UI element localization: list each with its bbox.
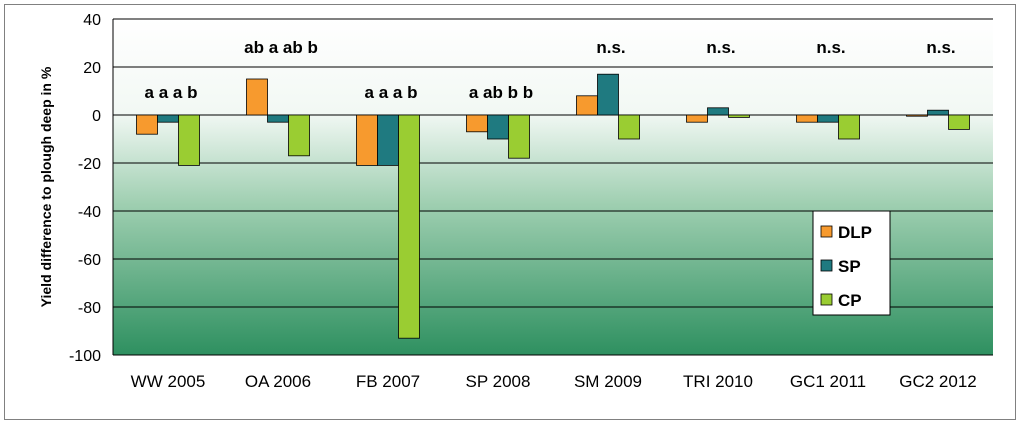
bar-sp [487, 114, 509, 140]
bar-sp [597, 73, 619, 116]
legend-label-sp: SP [838, 257, 861, 276]
chart-frame: 40 20 0 -20 -40 -60 -80 -100 WW 2005 OA 2006 FB 2… [4, 4, 1016, 420]
significance-label: n.s. [816, 38, 845, 57]
x-tick-label: WW 2005 [131, 372, 206, 391]
x-tick-label: TRI 2010 [683, 372, 753, 391]
bar-dlp [576, 95, 598, 116]
bar-cp [948, 114, 970, 130]
x-tick-label: GC2 2012 [899, 372, 977, 391]
bar-sp [707, 107, 729, 116]
bar-cp [508, 114, 530, 159]
bar-sp [817, 114, 839, 123]
bar-dlp [356, 114, 378, 166]
bar-sp [267, 114, 289, 123]
significance-label: n.s. [706, 38, 735, 57]
legend-swatch-dlp [820, 225, 833, 238]
significance-label: a a a b [365, 83, 418, 102]
bar-sp [377, 114, 399, 166]
significance-label: a ab b b [469, 83, 533, 102]
significance-label: n.s. [596, 38, 625, 57]
significance-label: n.s. [926, 38, 955, 57]
bar-cp [838, 114, 860, 140]
bar-cp [178, 114, 200, 166]
x-tick-label: OA 2006 [245, 372, 311, 391]
y-tick-label: 20 [83, 60, 101, 77]
significance-label: ab a ab b [244, 38, 318, 57]
y-tick-label: -20 [78, 156, 101, 173]
category-labels: WW 2005 OA 2006 FB 2007 SP 2008 SM 2009 TRI 2… [131, 372, 977, 391]
y-tick-label: -80 [78, 300, 101, 317]
legend-swatch-cp [820, 293, 833, 306]
bar-dlp [136, 114, 158, 135]
bar-chart: 40 20 0 -20 -40 -60 -80 -100 WW 2005 OA 2006 FB 2… [38, 12, 993, 391]
significance-label: a a a b [145, 83, 198, 102]
legend-label-dlp: DLP [838, 223, 872, 242]
bar-cp [618, 114, 640, 140]
bar-dlp [246, 78, 268, 116]
y-tick-labels: 40 20 0 -20 -40 -60 -80 -100 [69, 12, 101, 365]
x-tick-label: GC1 2011 [790, 372, 866, 391]
y-tick-label: 40 [83, 12, 101, 29]
y-axis-label: Yield difference to plough deep in % [38, 66, 54, 307]
x-tick-label: SM 2009 [574, 372, 642, 391]
legend-swatch-sp [820, 259, 833, 272]
bar-dlp [466, 114, 488, 133]
x-tick-label: FB 2007 [356, 372, 420, 391]
y-tick-label: -40 [78, 204, 101, 221]
x-tick-label: SP 2008 [466, 372, 531, 391]
bar-cp [398, 114, 420, 339]
legend-label-cp: CP [838, 291, 862, 310]
significance-annotations: a a a b ab a ab b a a a b a ab b b n.s. n.s. n… [145, 38, 956, 102]
bar-sp [927, 109, 949, 116]
bars [136, 73, 970, 339]
bar-sp [157, 114, 179, 123]
bar-cp [728, 114, 750, 118]
bar-dlp [906, 114, 928, 117]
y-tick-label: -60 [78, 252, 101, 269]
bar-dlp [686, 114, 708, 123]
legend: DLP SP CP [812, 210, 891, 316]
y-tick-label: -100 [69, 348, 101, 365]
bar-dlp [796, 114, 818, 123]
bar-cp [288, 114, 310, 157]
y-tick-label: 0 [92, 108, 101, 125]
